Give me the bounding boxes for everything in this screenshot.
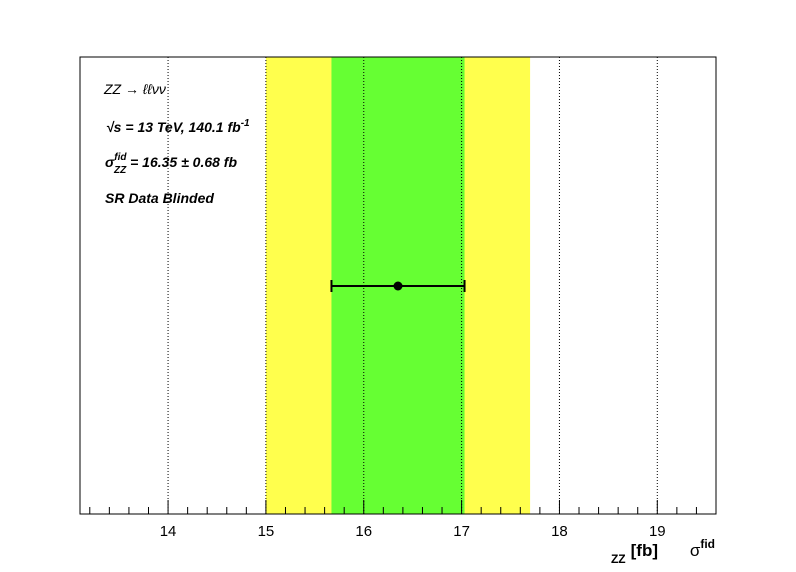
- x-axis-sup: fid: [700, 537, 715, 551]
- energy-label: √s = 13 TeV, 140.1 fb-1: [106, 118, 250, 135]
- x-axis-title: σfid ZZ [fb]: [611, 537, 715, 566]
- tick-label: 15: [258, 523, 275, 540]
- tick-label: 17: [453, 523, 470, 540]
- tick-label: 18: [551, 523, 568, 540]
- process-label: ZZ → ℓℓνν: [103, 81, 166, 97]
- energy-root: √s: [106, 119, 122, 135]
- xsec-symbol: σ: [105, 154, 115, 170]
- x-axis-symbol: σ: [690, 541, 701, 560]
- xsec-sup: fid: [114, 152, 127, 163]
- tick-label: 14: [160, 523, 177, 540]
- xsec-label: σfid ZZ = 16.35 ± 0.68 fb: [105, 152, 237, 176]
- data-point: [393, 281, 403, 291]
- tick-label: 19: [649, 523, 666, 540]
- xsec-value: = 16.35 ± 0.68 fb: [126, 154, 237, 170]
- xsec-sub: ZZ: [113, 165, 127, 176]
- measurement: [330, 280, 466, 292]
- x-axis-ticks: 14 15 16 17 18 19: [89, 500, 717, 540]
- x-axis-sub: ZZ: [611, 552, 626, 566]
- energy-text: = 13 TeV, 140.1 fb: [121, 119, 241, 135]
- region-label: SR Data Blinded: [105, 190, 214, 206]
- tick-label: 16: [355, 523, 372, 540]
- energy-sup: -1: [241, 118, 250, 129]
- x-axis-unit: [fb]: [631, 541, 658, 560]
- plot-frame: [79, 56, 717, 515]
